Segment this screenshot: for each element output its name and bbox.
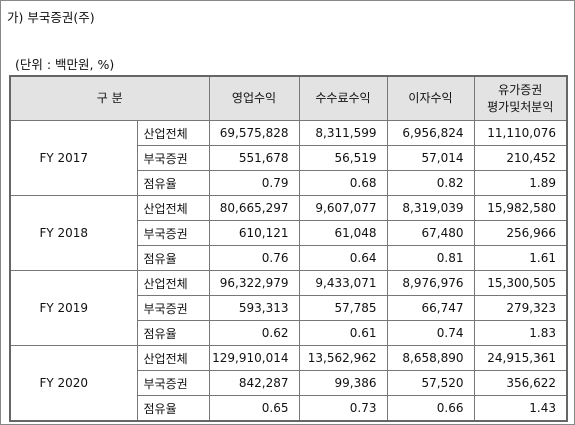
value-cell: 0.79 [208, 170, 300, 196]
row-label: 부국증권 [136, 295, 210, 321]
value-cell: 593,313 [208, 295, 300, 321]
value-cell: 61,048 [298, 220, 388, 246]
value-cell: 6,956,824 [386, 120, 475, 146]
value-cell: 11,110,076 [473, 120, 568, 146]
value-cell: 0.73 [298, 395, 388, 422]
row-label: 산업전체 [136, 120, 210, 146]
value-cell: 15,300,505 [473, 270, 568, 296]
value-cell: 9,607,077 [298, 195, 388, 221]
data-row: FY 2020 산업전체 129,910,014 13,562,962 8,658,89… [9, 345, 568, 422]
value-cell: 24,915,361 [473, 345, 568, 371]
row-label: 점유율 [136, 320, 210, 346]
data-row: 점유율 0.79 0.68 0.82 1.89 [10, 170, 568, 196]
data-row: 점유율 0.62 0.61 0.74 1.83 [10, 320, 568, 346]
data-row: 부국증권 842,287 99,386 57,520 356,622 [10, 370, 568, 396]
value-cell: 210,452 [473, 145, 568, 171]
value-cell: 0.81 [386, 245, 475, 271]
value-cell: 551,678 [208, 145, 300, 171]
year-cell: FY 2018 [9, 195, 138, 271]
value-cell: 9,433,071 [298, 270, 388, 296]
year-cell: FY 2020 [9, 345, 138, 422]
value-cell: 57,014 [386, 145, 475, 171]
value-cell: 66,747 [386, 295, 475, 321]
row-label: 산업전체 [136, 345, 210, 371]
value-cell: 8,658,890 [386, 345, 475, 371]
unit-note: (단위 : 백만원, %) [15, 57, 115, 72]
row-label: 부국증권 [136, 370, 210, 396]
year-cell: FY 2019 [9, 270, 138, 346]
value-cell: 0.62 [208, 320, 300, 346]
value-cell: 0.74 [386, 320, 475, 346]
value-cell: 96,322,979 [208, 270, 300, 296]
row-label: 산업전체 [136, 270, 210, 296]
value-cell: 99,386 [298, 370, 388, 396]
value-cell: 356,622 [473, 370, 568, 396]
value-cell: 1.61 [473, 245, 568, 271]
value-cell: 56,519 [298, 145, 388, 171]
value-cell: 1.89 [473, 170, 568, 196]
column-header: 영업수익 [208, 75, 300, 121]
row-label: 점유율 [136, 395, 210, 422]
value-cell: 0.82 [386, 170, 475, 196]
value-cell: 57,785 [298, 295, 388, 321]
value-cell: 0.61 [298, 320, 388, 346]
value-cell: 69,575,828 [208, 120, 300, 146]
value-cell: 8,319,039 [386, 195, 475, 221]
column-header: 구 분 [9, 75, 210, 121]
year-cell: FY 2017 [9, 120, 138, 196]
value-cell: 0.65 [208, 395, 300, 422]
row-label: 부국증권 [136, 220, 210, 246]
value-cell: 80,665,297 [208, 195, 300, 221]
value-cell: 279,323 [473, 295, 568, 321]
value-cell: 0.76 [208, 245, 300, 271]
column-header: 이자수익 [386, 75, 475, 121]
value-cell: 8,311,599 [298, 120, 388, 146]
value-cell: 15,982,580 [473, 195, 568, 221]
data-row: 부국증권 610,121 61,048 67,480 256,966 [10, 220, 568, 246]
value-cell: 8,976,976 [386, 270, 475, 296]
row-label: 부국증권 [136, 145, 210, 171]
data-row: FY 2018 산업전체 80,665,297 9,607,077 8,319,039 1… [9, 195, 568, 271]
data-row: FY 2019 산업전체 96,322,979 9,433,071 8,976,976 1… [9, 270, 568, 346]
column-header: 수수료수익 [298, 75, 388, 121]
value-cell: 1.83 [473, 320, 568, 346]
row-label: 점유율 [136, 245, 210, 271]
header-row: 구 분 영업수익 수수료수익 이자수익 유가증권 평가및처분익 [9, 75, 568, 121]
value-cell: 129,910,014 [208, 345, 300, 371]
row-label: 점유율 [136, 170, 210, 196]
value-cell: 1.43 [473, 395, 568, 422]
data-row: FY 2017 산업전체 69,575,828 8,311,599 6,956,824 1… [9, 120, 568, 196]
value-cell: 57,520 [386, 370, 475, 396]
row-label: 산업전체 [136, 195, 210, 221]
value-cell: 13,562,962 [298, 345, 388, 371]
value-cell: 0.66 [386, 395, 475, 422]
data-row: 점유율 0.65 0.73 0.66 1.43 [10, 395, 568, 422]
data-row: 부국증권 551,678 56,519 57,014 210,452 [10, 145, 568, 171]
value-cell: 67,480 [386, 220, 475, 246]
column-header-line: 평가및처분익 [487, 99, 554, 114]
value-cell: 842,287 [208, 370, 300, 396]
data-row: 점유율 0.76 0.64 0.81 1.61 [10, 245, 568, 271]
value-cell: 0.68 [298, 170, 388, 196]
title: 가) 부국증권(주) [7, 10, 95, 25]
column-header-line: 유가증권 [498, 82, 543, 97]
value-cell: 256,966 [473, 220, 568, 246]
value-cell: 0.64 [298, 245, 388, 271]
value-cell: 610,121 [208, 220, 300, 246]
data-row: 부국증권 593,313 57,785 66,747 279,323 [10, 295, 568, 321]
data-table: 구 분 영업수익 수수료수익 이자수익 유가증권 평가및처분익 FY 2017 산업전체 69,… [9, 75, 568, 422]
